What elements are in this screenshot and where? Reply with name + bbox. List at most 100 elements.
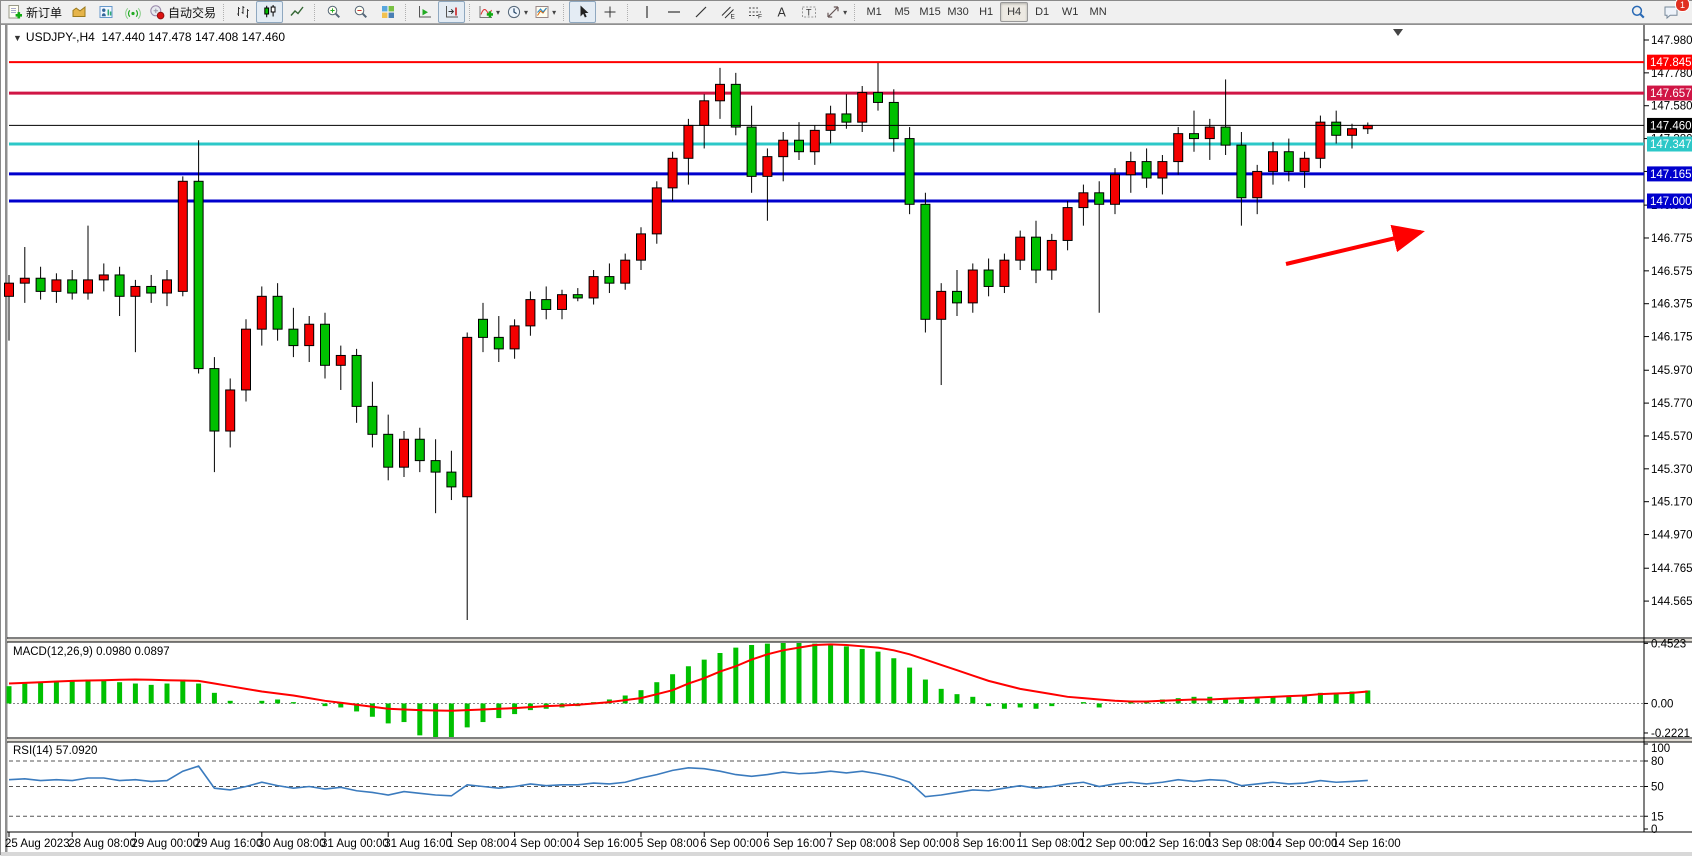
text-button[interactable]: A [768,1,795,23]
bar-chart-button[interactable] [229,1,256,23]
horizontal-lines[interactable] [9,61,1644,203]
candle [873,92,883,103]
candle [604,276,615,284]
candle [351,354,362,407]
tile-windows-button[interactable] [374,1,401,23]
equidistant-channel-button[interactable]: E [714,1,741,23]
auto-scroll-button[interactable] [411,1,438,23]
search-button[interactable] [1624,1,1651,23]
arrows-button[interactable]: ▾ [822,1,850,23]
indicators-button[interactable]: ▾ [475,1,503,23]
svg-text:12 Sep 00:00: 12 Sep 00:00 [1079,838,1147,850]
market-watch-button[interactable] [65,1,92,23]
chart-shift-marker[interactable] [1393,29,1403,36]
svg-text:147.000: 147.000 [1650,196,1692,208]
svg-text:8 Sep 16:00: 8 Sep 16:00 [953,838,1015,850]
notifications-button[interactable]: 1 [1657,0,1690,23]
fibonacci-button[interactable]: F [741,1,768,23]
candle [1110,174,1120,205]
svg-text:4 Sep 16:00: 4 Sep 16:00 [574,838,636,850]
new-order-button[interactable]: 新订单 [4,1,65,23]
indicators-caret[interactable]: ▾ [496,7,501,17]
line-chart-icon [289,4,305,20]
svg-text:11 Sep 08:00: 11 Sep 08:00 [1016,838,1084,850]
candle [1015,236,1026,261]
svg-text:29 Aug 00:00: 29 Aug 00:00 [131,838,199,850]
candle [541,299,552,310]
candle [1046,239,1057,271]
svg-text:147.460: 147.460 [1650,120,1692,132]
svg-text:14 Sep 00:00: 14 Sep 00:00 [1269,838,1337,850]
line-chart-button[interactable] [283,1,310,23]
signals-button[interactable] [119,1,146,23]
templates-button[interactable]: ▾ [531,1,559,23]
rsi-pane-divider[interactable] [7,739,1692,742]
text-label-button[interactable]: T [795,1,822,23]
crosshair-button[interactable] [596,1,623,23]
zoom-out-button[interactable] [347,1,374,23]
trendline-button[interactable] [687,1,714,23]
chart-shift-button[interactable] [438,1,466,23]
candle-chart-button[interactable] [256,1,284,23]
toolbar-right-cluster: 1 [1624,0,1690,23]
price-badge-147.000: 147.000 [1647,193,1692,209]
svg-text:144.565: 144.565 [1651,596,1692,608]
candle [430,460,441,473]
periods-button[interactable]: ▾ [503,1,531,23]
zoom-in-button[interactable] [320,1,347,23]
horizontal-line-button[interactable] [660,1,687,23]
candle [525,299,536,327]
timeframe-MN-button[interactable]: MN [1089,6,1107,18]
timeframe-D1-button[interactable]: D1 [1035,6,1050,18]
macd-pane: 0.4523 0.00 -0.2221 [6,638,1690,740]
toolbar-separator [223,3,225,21]
text-icon: A [774,4,790,20]
macd-pane-divider[interactable] [7,639,1692,642]
svg-text:145.170: 145.170 [1651,497,1692,509]
one-click-trading-toggle[interactable]: ▼ [13,33,22,43]
timeframe-W1-button[interactable]: W1 [1061,6,1079,18]
timeframe-M1-button[interactable]: M1 [866,6,882,18]
svg-text:100: 100 [1651,743,1670,755]
price-badge-147.657: 147.657 [1647,85,1692,101]
candle [746,126,757,177]
timeframe-M15-button[interactable]: M15 [919,6,941,18]
trend-arrow[interactable] [1285,224,1425,266]
candle [794,139,804,153]
cursor-button[interactable] [569,1,597,23]
arrows-caret[interactable]: ▾ [843,7,848,17]
vertical-line-button[interactable] [633,1,660,23]
crosshair-icon [602,4,618,20]
timeframe-H1-button[interactable]: H1 [979,6,994,18]
svg-text:80: 80 [1651,756,1664,768]
timeframe-M30-button[interactable]: M30 [947,6,969,18]
svg-text:T: T [806,8,812,18]
autotrading-label: 自动交易 [168,5,217,20]
toolbar-separator [854,3,856,21]
timeframe-M5-button[interactable]: M5 [894,6,910,18]
equidistant-channel-icon: E [720,4,736,21]
templates-caret[interactable]: ▾ [552,7,557,17]
candle [256,295,267,330]
candle [114,274,125,297]
price-badge-147.347: 147.347 [1647,136,1692,152]
periods-caret[interactable]: ▾ [524,7,529,17]
candle [462,336,473,498]
price-badge-147.845: 147.845 [1647,54,1692,70]
autotrading-button[interactable]: 自动交易 [146,1,219,23]
candle [1062,207,1073,241]
candle [1236,144,1247,199]
timeframe-H4-button[interactable]: H4 [1000,2,1029,22]
svg-text:A: A [777,6,786,20]
candle [588,276,599,299]
svg-text:146.575: 146.575 [1651,266,1692,278]
candle [999,259,1010,287]
data-window-button[interactable] [92,1,119,23]
svg-text:14 Sep 16:00: 14 Sep 16:00 [1332,838,1400,850]
candle [936,290,947,320]
cursor-icon [575,4,591,20]
candle [241,328,251,391]
